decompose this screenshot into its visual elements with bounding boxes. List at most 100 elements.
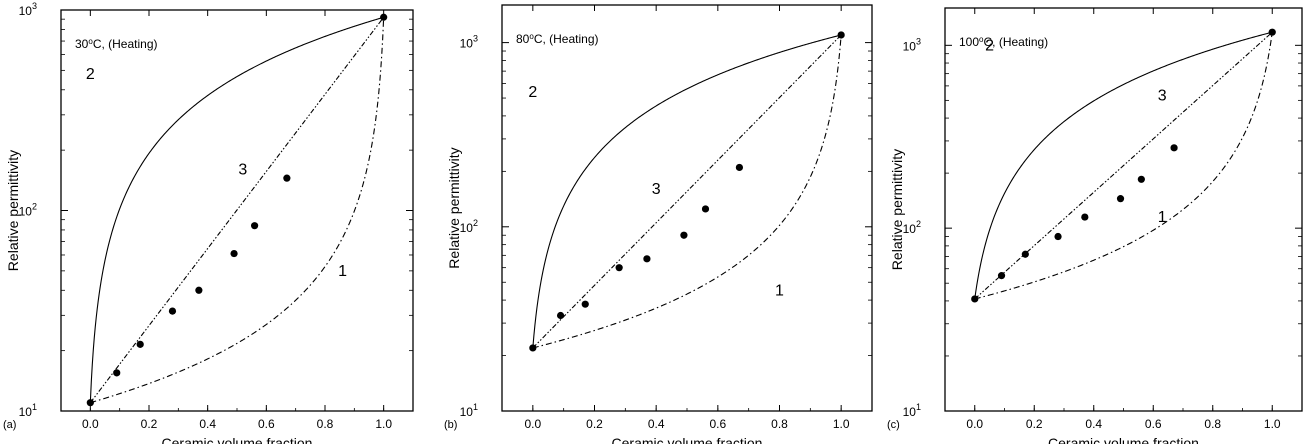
data-point — [113, 369, 121, 377]
curve-2-parallel — [974, 31, 1273, 300]
data-point — [1137, 175, 1145, 183]
data-point — [680, 231, 688, 239]
data-point — [136, 340, 144, 348]
y-tick-base: 10 — [19, 205, 33, 219]
x-tick-label: 0.4 — [1085, 417, 1102, 431]
x-tick-label: 1.0 — [1264, 417, 1281, 431]
curve-label-2: 2 — [86, 66, 95, 83]
x-tick-label: 0.8 — [771, 417, 788, 431]
data-point — [581, 300, 589, 308]
data-point — [1081, 213, 1089, 221]
data-point — [1021, 250, 1029, 258]
data-point — [86, 399, 94, 407]
data-point — [283, 174, 291, 182]
curve-1-series — [974, 32, 1273, 300]
y-axis-label: Relative permittivity — [5, 150, 21, 271]
curve-2-parallel — [89, 16, 384, 403]
data-point — [1170, 144, 1178, 152]
x-axis-label: Ceramic volume fraction — [1048, 435, 1199, 444]
y-axis-label: Relative permittivity — [446, 147, 462, 268]
curve-3-logarithmic — [532, 34, 842, 349]
panel-label: (c) — [887, 419, 900, 431]
y-tick-label: 102 — [460, 218, 478, 235]
curve-3-logarithmic — [974, 31, 1273, 300]
data-point — [837, 31, 845, 39]
y-tick-base: 10 — [460, 405, 474, 419]
data-point — [1116, 195, 1125, 203]
curve-3-logarithmic — [89, 16, 385, 404]
data-point — [643, 255, 651, 263]
x-tick-label: 0.0 — [82, 417, 99, 431]
panel-label: (b) — [444, 419, 457, 431]
y-tick-exponent: 2 — [916, 219, 921, 229]
y-tick-base: 10 — [903, 222, 917, 236]
condition-label: 100oC, (Heating) — [959, 35, 1048, 50]
y-tick-label: 101 — [903, 402, 921, 419]
x-axis-label: Ceramic volume fraction — [162, 435, 313, 444]
x-tick-label: 0.6 — [1145, 417, 1162, 431]
y-tick-label: 103 — [19, 1, 37, 18]
y-tick-label: 102 — [19, 202, 37, 219]
y-tick-label: 101 — [460, 402, 478, 419]
curve-1-series — [532, 34, 842, 349]
x-tick-label: 0.4 — [648, 417, 665, 431]
data-point — [556, 311, 565, 320]
x-tick-label: 0.2 — [141, 417, 158, 431]
curve-1-series — [90, 17, 385, 404]
data-point — [735, 163, 744, 172]
x-tick-label: 0.0 — [524, 417, 541, 431]
curve-label-1: 1 — [1158, 209, 1167, 226]
data-point — [971, 295, 979, 303]
y-tick-exponent: 2 — [473, 218, 478, 228]
data-point — [615, 264, 623, 272]
x-tick-label: 0.4 — [199, 417, 216, 431]
y-tick-label: 103 — [903, 36, 921, 53]
y-tick-exponent: 1 — [473, 402, 478, 412]
x-tick-label: 0.0 — [966, 417, 983, 431]
y-tick-exponent: 3 — [916, 36, 921, 46]
y-tick-exponent: 3 — [473, 34, 478, 44]
condition-label: 80oC, (Heating) — [516, 32, 599, 47]
curve-label-1: 1 — [338, 263, 347, 280]
y-tick-label: 103 — [460, 34, 478, 51]
plot-frame — [501, 4, 873, 412]
x-axis-label: Ceramic volume fraction — [612, 435, 763, 444]
y-tick-exponent: 2 — [32, 202, 37, 212]
panel-label: (a) — [3, 419, 16, 431]
data-point — [230, 249, 238, 258]
data-point — [168, 307, 177, 315]
y-tick-base: 10 — [19, 4, 33, 18]
y-tick-exponent: 1 — [916, 402, 921, 412]
curve-label-2: 2 — [528, 84, 537, 101]
data-point — [251, 222, 259, 230]
x-tick-label: 0.6 — [258, 417, 275, 431]
data-point — [997, 272, 1006, 280]
plot-frame — [944, 7, 1303, 412]
y-tick-label: 101 — [19, 402, 37, 419]
curve-label-2: 2 — [985, 37, 994, 54]
y-tick-label: 102 — [903, 219, 921, 236]
data-point — [1054, 232, 1062, 241]
x-tick-label: 1.0 — [833, 417, 850, 431]
x-tick-label: 1.0 — [375, 417, 392, 431]
x-tick-label: 0.6 — [709, 417, 726, 431]
data-point — [195, 286, 203, 294]
curve-label-3: 3 — [238, 162, 247, 179]
curve-label-3: 3 — [1158, 88, 1167, 105]
data-point — [380, 13, 388, 21]
condition-label: 30oC, (Heating) — [75, 37, 158, 52]
curve-2-parallel — [532, 34, 842, 348]
curve-label-3: 3 — [652, 181, 661, 198]
y-tick-base: 10 — [19, 405, 33, 419]
data-point — [701, 205, 710, 213]
x-tick-label: 0.8 — [1204, 417, 1221, 431]
data-point — [1268, 28, 1276, 36]
y-tick-exponent: 1 — [32, 402, 37, 412]
y-tick-base: 10 — [460, 221, 474, 235]
y-tick-base: 10 — [903, 39, 917, 53]
y-tick-exponent: 3 — [32, 1, 37, 11]
